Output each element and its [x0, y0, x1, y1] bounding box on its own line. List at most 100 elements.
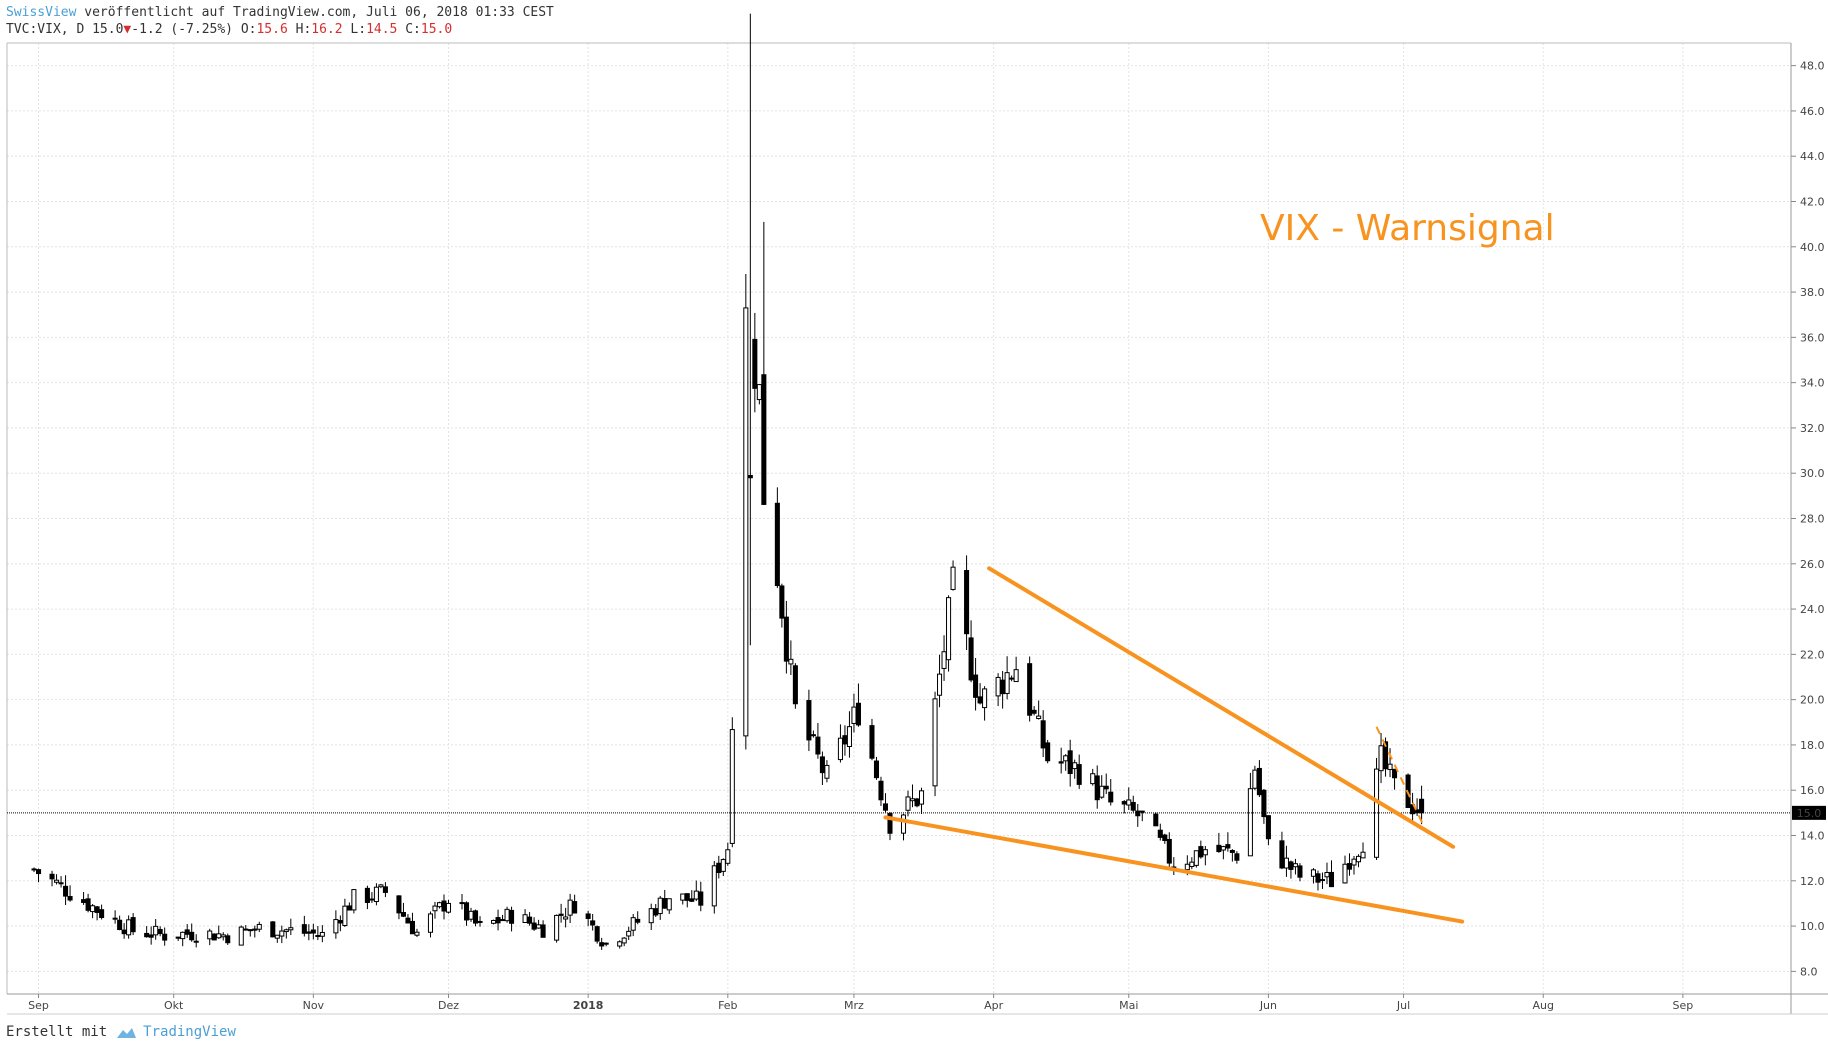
candle-body — [491, 919, 497, 924]
candle-body — [157, 928, 163, 935]
candle-body — [1184, 863, 1190, 871]
high-value: 16.2 — [311, 22, 343, 37]
candle-body — [310, 929, 316, 934]
candle-body — [558, 913, 564, 916]
candle-body — [180, 931, 186, 940]
candle-body — [761, 374, 767, 505]
candle-body — [1328, 871, 1335, 888]
open-value: 15.6 — [256, 22, 288, 37]
lower-trendline — [883, 815, 1465, 924]
candle-body — [946, 597, 952, 661]
candle-body — [319, 931, 325, 937]
candle-body — [711, 865, 717, 907]
candle-body — [599, 942, 605, 947]
candle-body — [121, 929, 127, 935]
y-tick-label: 34.0 — [1800, 377, 1825, 390]
candle-body — [1216, 844, 1222, 853]
candle-body — [432, 905, 438, 912]
candle-body — [964, 570, 970, 635]
candle-body — [112, 917, 118, 920]
symbol-label: TVC:VIX, D — [6, 22, 85, 37]
y-tick-label: 8.0 — [1800, 965, 1818, 978]
y-tick-label: 22.0 — [1800, 648, 1825, 661]
candle-body — [1374, 768, 1380, 858]
candle-body — [590, 920, 596, 926]
candle-body — [117, 919, 123, 931]
close-value: 15.0 — [420, 22, 453, 37]
candle-body — [725, 849, 731, 864]
candle-body — [729, 729, 735, 844]
low-value: 14.5 — [366, 22, 398, 37]
candle-body — [779, 585, 785, 619]
candle-body — [743, 307, 749, 737]
candle-body — [1126, 799, 1132, 806]
candle-body — [1355, 855, 1362, 863]
candle-body — [824, 764, 830, 779]
candle-body — [463, 902, 470, 921]
grid — [7, 43, 1791, 994]
candle-body — [1153, 813, 1159, 827]
author-link[interactable]: SwissView — [6, 5, 77, 20]
candle-body — [184, 929, 190, 935]
candle-body — [1247, 788, 1253, 857]
candle-body — [220, 934, 226, 938]
candle-body — [806, 700, 812, 741]
candle-body — [815, 736, 821, 755]
candle-body — [1256, 767, 1262, 796]
candle-body — [288, 927, 294, 931]
y-tick-label: 36.0 — [1800, 331, 1825, 344]
candle-body — [918, 790, 925, 805]
candle-body — [783, 616, 789, 662]
x-tick-label: Aug — [1532, 999, 1553, 1012]
candle-body — [1009, 677, 1015, 680]
price-label: 15.0 — [1797, 807, 1822, 820]
candle-body — [1121, 801, 1127, 805]
candle-body — [58, 882, 64, 885]
candle-body — [67, 896, 73, 901]
candle-body — [689, 898, 695, 902]
candle-body — [567, 899, 573, 916]
x-axis: Sep Okt Nov Dez 2018 Feb Mrz Apr Mai Jun Jul Aug Sep — [28, 994, 1693, 1012]
candle-body — [540, 924, 546, 938]
x-tick-label: Jun — [1259, 999, 1277, 1012]
y-axis: 48.0 46.0 44.0 42.0 40.0 38.0 36.0 34.0 32.0 30.0… — [1791, 60, 1825, 978]
candle-body — [747, 474, 753, 479]
candle-body — [373, 886, 379, 903]
y-tick-label: 26.0 — [1800, 558, 1825, 571]
candle-body — [162, 933, 168, 941]
candle-body — [1202, 849, 1208, 856]
candle-body — [301, 924, 307, 934]
close-label: C: — [405, 22, 421, 37]
x-tick-label: Okt — [164, 999, 184, 1012]
tradingview-logo[interactable]: TradingView — [115, 1024, 236, 1040]
x-tick-label: Mai — [1119, 999, 1138, 1012]
candle-body — [441, 900, 447, 912]
candle-body — [1324, 872, 1330, 878]
candle-body — [905, 796, 911, 811]
candle-body — [252, 928, 258, 931]
candle-body — [247, 929, 253, 932]
candle-body — [788, 658, 794, 665]
candle-body — [216, 933, 222, 939]
y-tick-label: 16.0 — [1800, 784, 1825, 797]
candle-body — [1004, 672, 1010, 694]
candle-body — [1310, 869, 1316, 877]
candle-body — [1027, 663, 1033, 716]
candle-body — [869, 725, 875, 759]
candle-body — [1351, 858, 1357, 866]
candle-body — [653, 908, 659, 916]
y-tick-label: 18.0 — [1800, 739, 1825, 752]
candle-body — [409, 920, 415, 935]
candle-body — [635, 918, 641, 923]
candle-body — [752, 338, 758, 389]
candle-body — [657, 897, 663, 915]
candle-body — [1130, 801, 1136, 811]
candle-body — [414, 931, 420, 936]
candle-body — [756, 384, 762, 401]
candle-body — [1162, 834, 1168, 842]
publish-line: SwissView veröffentlicht auf TradingView… — [6, 4, 554, 21]
candle-body — [937, 673, 943, 696]
candle-body — [941, 651, 947, 669]
candle-body — [950, 566, 956, 590]
